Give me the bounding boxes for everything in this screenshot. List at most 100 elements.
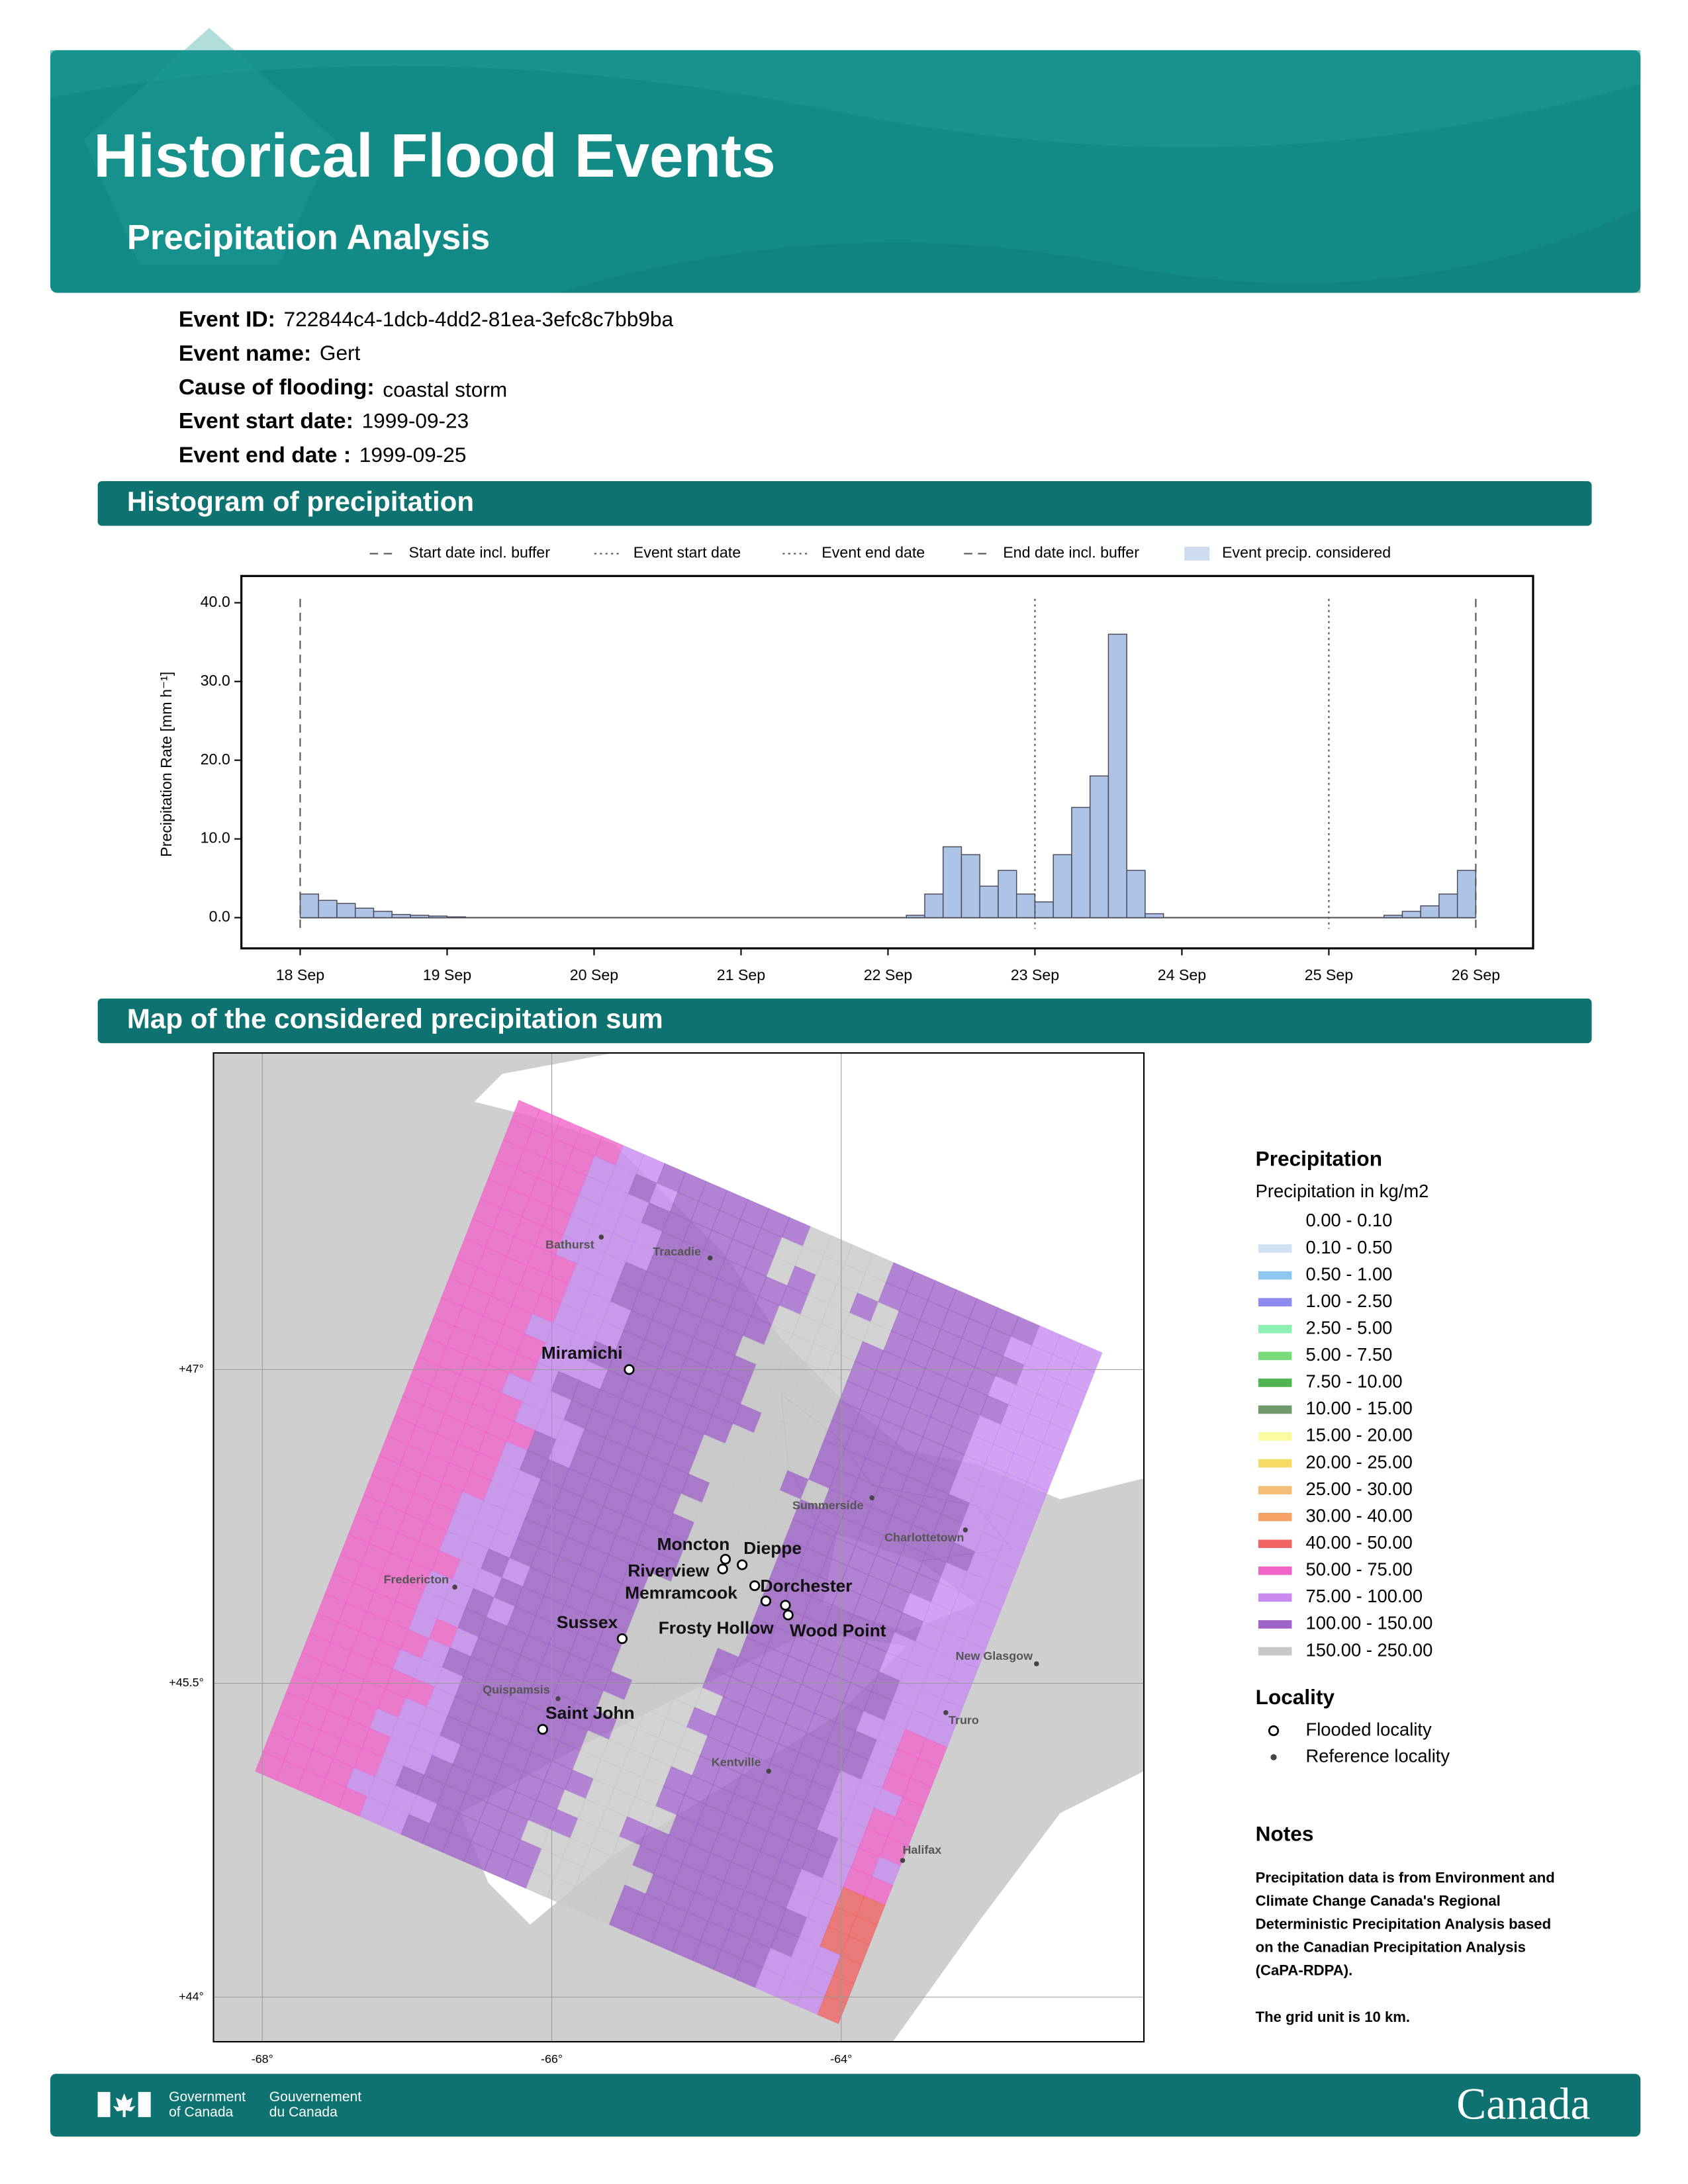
locality-label: Wood Point [790,1620,886,1640]
map [213,1052,1145,2042]
legend-label: 0.10 - 0.50 [1306,1237,1393,1257]
flooded-locality [537,1723,548,1735]
x-tick-label: 19 Sep [423,966,471,983]
footer-text: du Canada [269,2105,338,2120]
header-wave [50,50,1641,148]
footer-text: Gouvernement [269,2089,361,2105]
legend-title: Precipitation [1256,1147,1382,1171]
flooded-locality [782,1610,794,1621]
header-logo [83,28,335,265]
info-value: 722844c4-1dcb-4dd2-81ea-3efc8c7bb9ba [284,307,674,331]
histogram-bar [1126,870,1146,919]
histogram-bar [1456,870,1477,919]
flooded-locality [720,1553,731,1565]
legend-swatch [1258,1593,1292,1602]
legend-swatch [1258,1244,1292,1253]
locality-label: Kentville [712,1755,761,1768]
header-wave [558,209,1641,293]
histogram-bar [1438,893,1458,919]
legend-swatch [1258,1405,1292,1414]
reference-locality [900,1858,906,1863]
legend-swatch [1258,1379,1292,1387]
legend-label: 2.50 - 5.00 [1306,1317,1393,1338]
reference-locality [452,1584,457,1590]
chart-frame [240,574,1534,950]
info-label: Event start date: [179,408,353,433]
histogram-bar [1401,911,1421,919]
footer-text: Government [169,2089,246,2105]
y-tick-label: 40.0 [201,593,230,610]
histogram-bar [906,915,925,919]
histogram-bar [1071,807,1091,919]
legend-swatch [1258,1486,1292,1494]
legend-swatch [1258,1647,1292,1656]
histogram-bar [373,911,393,919]
legend-label: Event precip. considered [1222,544,1391,561]
footer-text: of Canada [169,2105,233,2120]
histogram-bar [998,870,1017,919]
histogram-bar [336,903,356,919]
locality-label: New Glasgow [956,1649,1033,1662]
locality-label: Frosty Hollow [659,1617,774,1637]
locality-label: Halifax [903,1843,942,1856]
legend-label: Reference locality [1306,1745,1450,1766]
legend-label: 0.00 - 0.10 [1306,1210,1393,1230]
legend-swatch [1258,1432,1292,1441]
reference-locality [598,1234,604,1240]
lon-label: -68° [252,2052,273,2066]
footer-bar [50,2073,1641,2137]
info-label: Event name: [179,341,311,366]
legend-swatch [1258,1324,1292,1334]
section-bar [97,998,1592,1044]
histogram-bar [410,915,430,919]
locality-label: Saint John [545,1703,635,1723]
legend-symbol [1268,1725,1280,1737]
info-value: Gert [320,341,361,365]
histogram-bar [1053,854,1072,919]
header-title: Historical Flood Events [93,121,775,190]
histogram-bar [1107,633,1127,919]
info-value: 1999-09-25 [359,443,467,467]
locality-label: Sussex [557,1612,618,1632]
info-value: coastal storm [383,378,507,402]
histogram-bar [318,899,338,919]
legend-label: 25.00 - 30.00 [1306,1479,1413,1499]
histogram-bar [1420,905,1440,919]
histogram-bar [1089,775,1109,919]
header-subtitle: Precipitation Analysis [127,218,490,257]
x-tick-label: 26 Sep [1452,966,1500,983]
reference-locality [869,1495,874,1501]
histogram-bar [961,854,980,919]
legend-label: 0.50 - 1.00 [1306,1263,1393,1284]
flooded-locality [760,1596,772,1607]
locality-label: Moncton [657,1534,730,1554]
reference-locality [962,1527,968,1533]
legend-label: 10.00 - 15.00 [1306,1398,1413,1418]
histogram-bar [924,893,944,919]
reference-locality [555,1696,561,1702]
flooded-locality [616,1633,628,1645]
locality-label: Miramichi [541,1343,623,1363]
x-tick-label: 18 Sep [276,966,324,983]
legend-swatch [1258,1271,1292,1280]
locality-label: Charlottetown [884,1531,964,1544]
legend-label: 5.00 - 7.50 [1306,1344,1393,1365]
graticule [213,1052,1145,2042]
legend-swatch [1258,1351,1292,1361]
legend-label: 75.00 - 100.00 [1306,1586,1423,1606]
reference-locality [766,1768,771,1774]
histogram-bar [1034,901,1054,919]
legend-label: Start date incl. buffer [409,544,551,561]
locality-label: Bathurst [545,1238,594,1251]
legend-title: Locality [1256,1685,1335,1709]
note-text: Precipitation data is from Environment a… [1256,1869,1555,1886]
legend-label: 150.00 - 250.00 [1306,1639,1433,1660]
water [892,1771,1145,2042]
legend-label: 7.50 - 10.00 [1306,1371,1403,1392]
legend-label: 40.00 - 50.00 [1306,1532,1413,1553]
locality-label: Quispamsis [483,1683,550,1696]
info-label: Event ID: [179,307,275,332]
grid-cell [817,1994,847,2025]
